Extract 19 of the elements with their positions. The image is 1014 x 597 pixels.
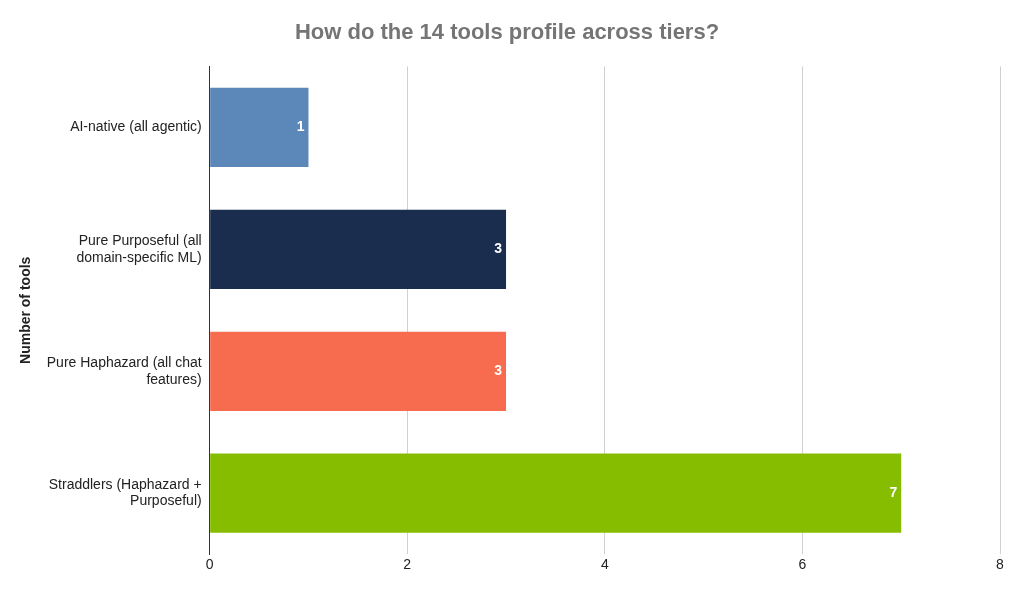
x-tick-label: 2 xyxy=(403,556,412,573)
data-label: 3 xyxy=(494,240,503,257)
y-axis-title: Number of tools xyxy=(17,256,34,364)
x-tick-label: 4 xyxy=(600,556,609,573)
data-label: 7 xyxy=(889,484,898,501)
x-tick-label: 0 xyxy=(205,556,214,573)
x-tick-label: 8 xyxy=(996,556,1005,573)
x-tick-label: 6 xyxy=(798,556,807,573)
y-tick-label: Pure Purposeful (all domain-specific ML) xyxy=(76,231,202,265)
y-tick-label: Pure Haphazard (all chat features) xyxy=(46,353,202,387)
y-tick-label: Straddlers (Haphazard + Purposeful) xyxy=(48,475,202,509)
data-label: 1 xyxy=(296,118,305,135)
chart-title: How do the 14 tools profile across tiers? xyxy=(294,19,720,45)
y-tick-label: AI-native (all agentic) xyxy=(70,118,202,135)
bar xyxy=(210,209,507,289)
bar xyxy=(210,87,309,168)
data-label: 3 xyxy=(494,362,503,379)
bar xyxy=(210,453,902,533)
bar xyxy=(210,331,507,411)
